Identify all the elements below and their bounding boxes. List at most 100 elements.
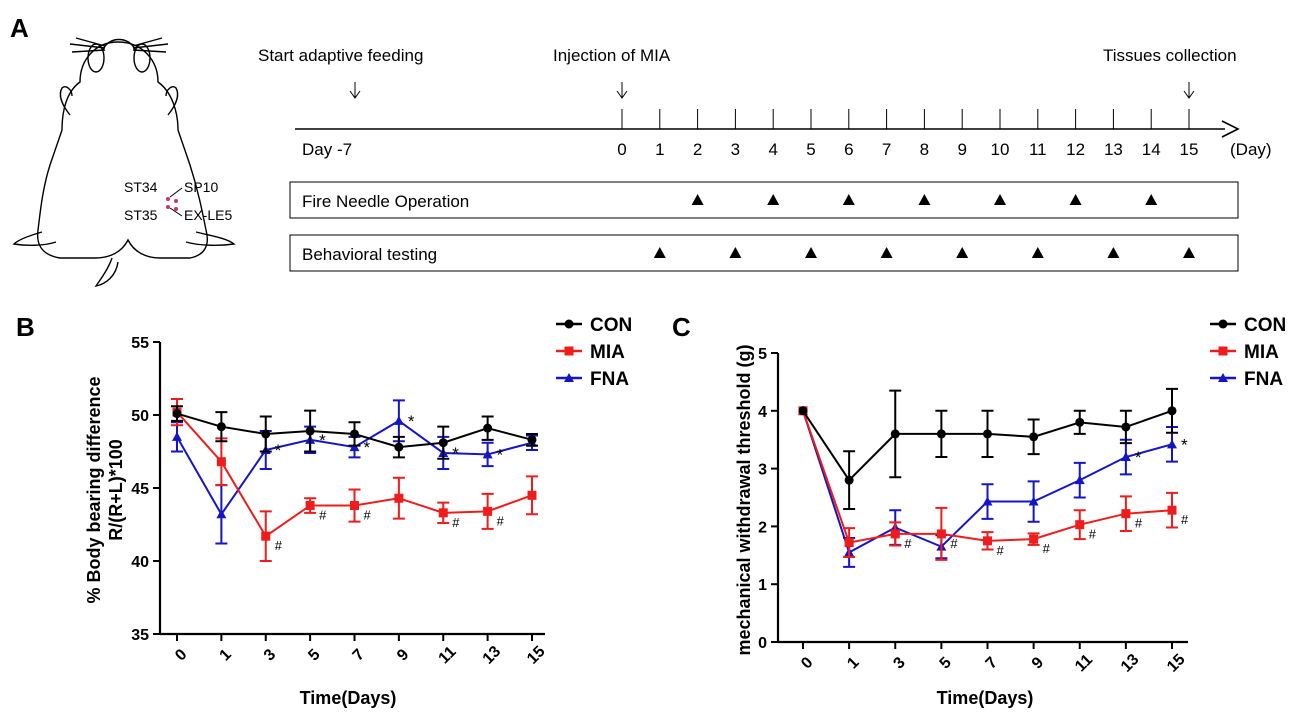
chart-c-ytick-label-4: 4: [758, 404, 767, 421]
chart-b-point-con-11: [438, 438, 448, 448]
chart-b-ytick-label-55: 55: [131, 335, 149, 352]
chart-b-xtick-label-5: 5: [305, 646, 323, 664]
testing-marker-day-9: [956, 247, 969, 258]
chart-b-ytick-label-35: 35: [131, 627, 149, 644]
chart-c-point-mia-11: [1075, 520, 1085, 530]
chart-c-annotation-mia-13: #: [1135, 516, 1143, 531]
chart-b-annotation-fna-9: *: [408, 412, 415, 431]
chart-b-annotation-fna-5: *: [319, 431, 326, 450]
timeline-arrowhead: [1221, 120, 1240, 138]
day-label-3: 3: [731, 140, 740, 159]
testing-marker-day-13: [1107, 247, 1120, 258]
chart-c-xtick-label-5: 5: [937, 654, 955, 672]
operation-marker-day-12: [1069, 194, 1082, 205]
chart-c-legend-marker-fna: [1218, 373, 1228, 382]
chart-c-series-con: [798, 387, 1178, 511]
day-label-4: 4: [768, 140, 777, 159]
rat-right-foot: [185, 231, 236, 247]
chart-b-ylabel-line2: R/(R+L)*100: [106, 439, 126, 541]
chart-c-annotation-fna-15: *: [1181, 435, 1188, 454]
chart-c-point-mia-3: [890, 529, 900, 539]
acupoint-dot-sp10: [174, 199, 178, 203]
chart-b-xtick-label-7: 7: [350, 646, 368, 664]
chart-c-legend-marker-mia: [1218, 346, 1228, 356]
timeline-day-labels: 0 1 2 3 4 5 6 7 8 9 10 11 12 13 14 15: [617, 140, 1198, 159]
chart-b-point-mia-3: [261, 531, 271, 541]
event-start-arrow: [349, 82, 361, 99]
day-label-8: 8: [920, 140, 929, 159]
chart-b-legend-label-mia: MIA: [590, 342, 625, 363]
day-label-1: 1: [655, 140, 664, 159]
acupoint-label-exle5: EX-LE5: [184, 207, 232, 223]
chart-b: % Body bearing difference R/(R+L)*100 Ti…: [84, 335, 549, 708]
chart-b-point-con-5: [305, 426, 315, 436]
chart-c-point-fna-13: [1120, 452, 1131, 462]
panel-letter-a: A: [10, 13, 29, 43]
chart-b-annotation-mia-5: #: [319, 508, 327, 523]
rat-left-foot: [12, 231, 57, 247]
chart-b-point-mia-15: [527, 490, 537, 500]
rat-left-arm: [59, 86, 73, 116]
chart-c-xlabel: Time(Days): [937, 688, 1034, 708]
testing-marker-day-3: [729, 247, 742, 258]
chart-b-legend-label-fna: FNA: [590, 369, 629, 390]
timeline: Start adaptive feeding Injection of MIA …: [258, 46, 1272, 272]
chart-c-point-con-1: [844, 475, 854, 485]
chart-c-legend-marker-con: [1218, 319, 1228, 329]
chart-c-ytick-label-2: 2: [758, 519, 767, 536]
rat-illustration: [12, 37, 236, 288]
chart-b-annotation-fna-13: *: [497, 445, 504, 464]
day-label-0: 0: [617, 140, 626, 159]
rat-body-outline: [36, 41, 208, 259]
chart-c-annotation-mia-9: #: [1043, 541, 1051, 556]
event-collection-label: Tissues collection: [1103, 46, 1237, 65]
day-label-14: 14: [1142, 140, 1161, 159]
chart-b-xtick-label-9: 9: [394, 646, 412, 664]
chart-c-ytick-label-3: 3: [758, 462, 767, 479]
day-label-13: 13: [1104, 140, 1123, 159]
chart-c-point-mia-1: [844, 538, 854, 548]
acupoint-dot-st35: [166, 205, 170, 209]
chart-b-legend-marker-fna: [564, 373, 574, 382]
chart-c-point-con-15: [1167, 406, 1177, 416]
chart-b-series-con: [171, 405, 538, 460]
chart-b-legend-marker-mia: [564, 346, 574, 356]
operation-marker-day-10: [994, 194, 1006, 205]
acupoint-label-st34: ST34: [124, 179, 158, 195]
chart-c-point-mia-9: [1029, 534, 1039, 544]
testing-marker-day-7: [880, 247, 893, 258]
chart-b-point-mia-5: [305, 501, 315, 511]
day-label-2: 2: [693, 140, 702, 159]
chart-b-ytick-label-45: 45: [131, 481, 149, 498]
operation-label: Fire Needle Operation: [302, 192, 469, 211]
event-collection-arrow: [1183, 82, 1195, 99]
testing-marker-day-11: [1031, 247, 1044, 258]
day-label-7: 7: [882, 140, 891, 159]
chart-c-xtick-label-11: 11: [1072, 651, 1096, 675]
chart-b-ylabel-line1: % Body bearing difference: [84, 376, 104, 603]
day-label-m7: Day -7: [302, 140, 352, 159]
chart-c-annotation-mia-7: #: [997, 543, 1005, 558]
chart-b-xtick-label-1: 1: [217, 646, 235, 664]
day-label-9: 9: [957, 140, 966, 159]
chart-b-annotation-fna-7: *: [364, 438, 371, 457]
chart-c-series-mia: [798, 406, 1178, 561]
chart-c-legend-label-con: CON: [1244, 315, 1286, 336]
chart-c-annotation-fna-13: *: [1135, 448, 1142, 467]
chart-c-xtick-label-3: 3: [890, 654, 908, 672]
chart-c-ytick-label-1: 1: [758, 577, 767, 594]
acupoint-dot-st34: [166, 197, 170, 201]
day-label-5: 5: [806, 140, 815, 159]
acupoint-dot-exle5: [174, 207, 178, 211]
timeline-unit-label: (Day): [1230, 140, 1272, 159]
panel-letter-b: B: [16, 312, 35, 342]
chart-c-point-con-11: [1075, 417, 1085, 427]
chart-b-point-con-9: [394, 442, 404, 452]
chart-b-point-fna-13: [482, 449, 493, 459]
chart-c-point-con-13: [1121, 422, 1131, 432]
acupoint-line-lower: [169, 207, 183, 217]
chart-b-annotation-mia-3: #: [275, 538, 283, 553]
chart-c-ylabel: mechanical withdrawal threshold (g): [734, 344, 754, 655]
chart-c-annotation-mia-5: #: [950, 536, 958, 551]
acupoint-label-st35: ST35: [124, 207, 158, 223]
